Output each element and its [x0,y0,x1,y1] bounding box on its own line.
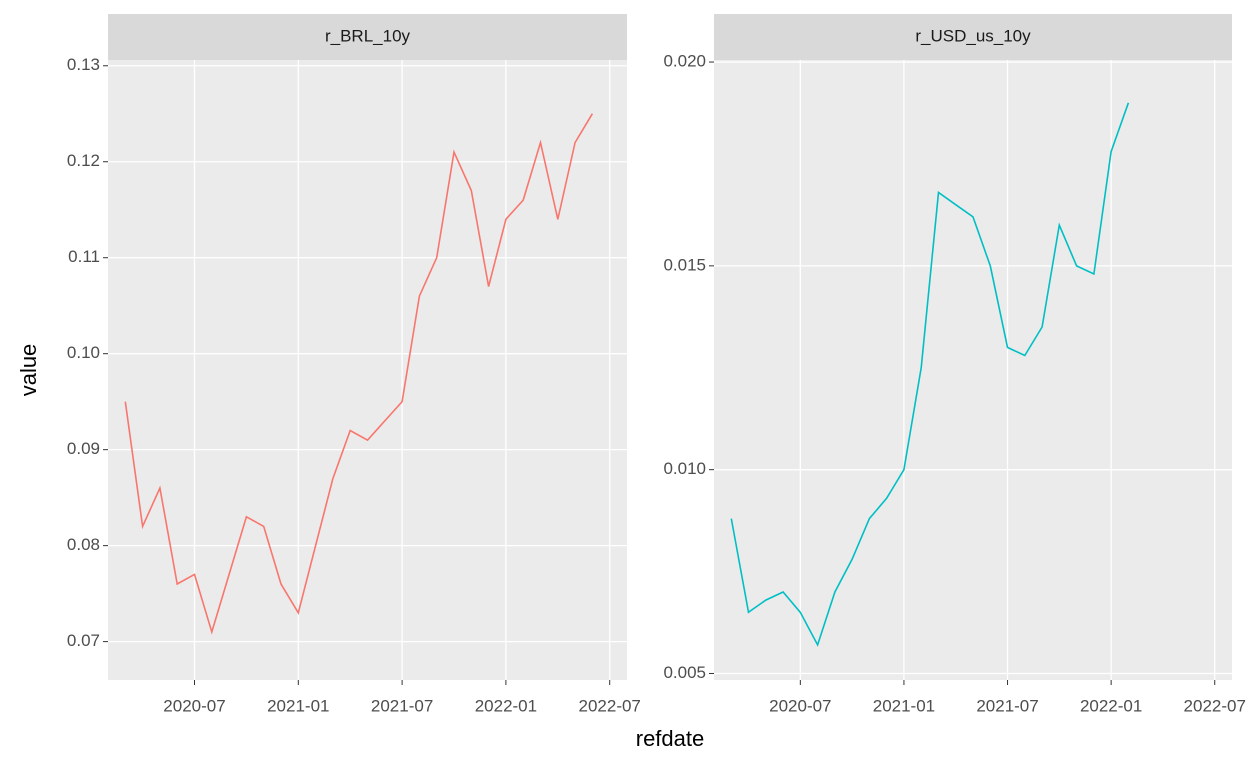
y-tick-label: 0.13 [67,55,100,74]
x-tick-label: 2022-01 [1080,696,1142,715]
data-line [730,102,1130,647]
x-tick-label: 2021-07 [976,696,1038,715]
y-tick-label: 0.09 [67,439,100,458]
y-tick-label: 0.07 [67,631,100,650]
strip-label: r_USD_us_10y [915,26,1031,45]
x-tick-label: 2020-07 [769,696,831,715]
x-tick-label: 2022-01 [475,696,537,715]
data-line [124,113,594,635]
x-tick-label: 2020-07 [163,696,225,715]
x-tick-label: 2022-07 [579,696,641,715]
y-tick-label: 0.020 [663,52,706,71]
strip [714,14,1232,60]
y-tick-label: 0.08 [67,535,100,554]
y-tick-label: 0.005 [663,663,706,682]
x-tick-label: 2021-01 [267,696,329,715]
y-tick-label: 0.11 [68,247,100,266]
x-axis-title: refdate [636,726,705,751]
x-tick-label: 2021-07 [371,696,433,715]
panel [714,60,1232,680]
y-axis-title: value [16,344,41,397]
strip [108,14,627,60]
y-tick-label: 0.10 [67,343,100,362]
y-tick-label: 0.010 [663,459,706,478]
y-tick-label: 0.015 [663,255,706,274]
strip-label: r_BRL_10y [325,26,411,45]
panel [108,60,627,680]
y-tick-label: 0.12 [67,151,100,170]
x-tick-label: 2022-07 [1184,696,1246,715]
x-tick-label: 2021-01 [873,696,935,715]
